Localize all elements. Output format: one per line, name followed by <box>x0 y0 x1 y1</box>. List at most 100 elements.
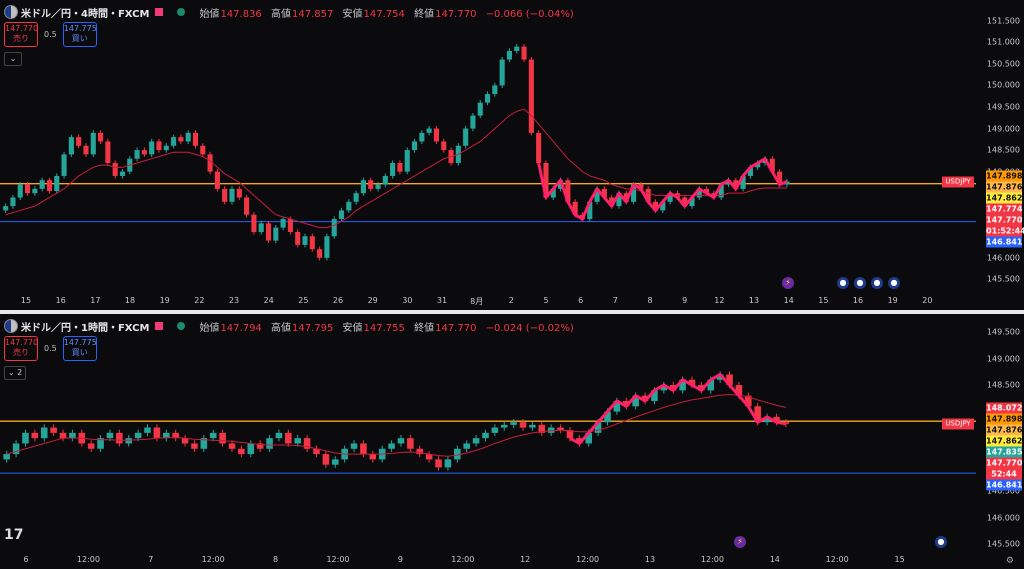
candle[interactable] <box>609 197 615 207</box>
news-event-icon[interactable]: ● <box>935 536 947 548</box>
buy-button[interactable]: 147.775 買い <box>62 336 97 361</box>
candle[interactable] <box>696 188 702 198</box>
candle[interactable] <box>547 427 555 433</box>
candle[interactable] <box>273 227 279 241</box>
candle[interactable] <box>209 432 217 439</box>
candle[interactable] <box>622 400 630 407</box>
candle[interactable] <box>360 443 367 455</box>
candle[interactable] <box>506 50 513 60</box>
candle[interactable] <box>698 385 705 391</box>
candle[interactable] <box>688 379 696 386</box>
candle[interactable] <box>411 141 418 151</box>
candle[interactable] <box>303 438 311 449</box>
candle[interactable] <box>613 400 621 412</box>
candle[interactable] <box>404 150 410 172</box>
candle[interactable] <box>285 432 292 444</box>
candle[interactable] <box>236 188 242 198</box>
candle[interactable] <box>651 390 658 401</box>
candle[interactable] <box>295 231 301 245</box>
candle[interactable] <box>660 385 668 391</box>
candle[interactable] <box>707 379 715 391</box>
candle[interactable] <box>324 236 330 258</box>
candle[interactable] <box>331 459 339 465</box>
candle[interactable] <box>46 180 53 192</box>
candle[interactable] <box>368 180 374 189</box>
candle[interactable] <box>258 223 264 232</box>
candle[interactable] <box>3 454 10 460</box>
candle[interactable] <box>256 443 264 449</box>
candle[interactable] <box>280 219 286 228</box>
candle[interactable] <box>660 201 666 211</box>
candle[interactable] <box>382 175 388 185</box>
candle[interactable] <box>10 197 16 207</box>
candle[interactable] <box>265 223 272 241</box>
news-event-icon[interactable]: ● <box>854 277 866 289</box>
candle[interactable] <box>536 132 542 164</box>
candle[interactable] <box>185 132 191 142</box>
candle[interactable] <box>514 46 520 51</box>
candle[interactable] <box>482 432 489 439</box>
candle[interactable] <box>149 141 155 155</box>
chart-pane-4h[interactable]: 米ドル／円・4時間・FXCM 始値147.836 高値147.857 安値147… <box>0 0 1024 310</box>
candle[interactable] <box>116 432 123 444</box>
candle[interactable] <box>444 459 452 468</box>
collapse-indicators-button[interactable]: ⌄ 2 <box>4 366 26 380</box>
candle[interactable] <box>331 219 337 237</box>
candle[interactable] <box>171 137 177 146</box>
candle[interactable] <box>302 236 308 245</box>
candle[interactable] <box>565 180 571 202</box>
candle[interactable] <box>689 197 695 207</box>
candle[interactable] <box>360 180 366 194</box>
candle[interactable] <box>587 201 593 220</box>
candle[interactable] <box>191 443 198 449</box>
candle[interactable] <box>266 438 273 449</box>
news-event-icon[interactable]: ● <box>837 277 849 289</box>
economic-event-icon[interactable]: ⚡ <box>734 536 746 548</box>
candle[interactable] <box>740 175 746 189</box>
zigzag-drawing[interactable] <box>537 157 788 221</box>
alert-icon[interactable] <box>155 322 164 330</box>
candle[interactable] <box>247 443 255 455</box>
price-axis-1h[interactable]: 149.500149.000148.500148.000147.500147.0… <box>976 314 1024 569</box>
candle[interactable] <box>632 395 639 407</box>
alert-icon[interactable] <box>155 8 164 16</box>
candle[interactable] <box>510 422 517 425</box>
candle[interactable] <box>550 188 556 198</box>
candle[interactable] <box>616 193 622 207</box>
candle[interactable] <box>90 132 96 155</box>
candle[interactable] <box>178 137 184 142</box>
candle[interactable] <box>538 424 546 433</box>
candle[interactable] <box>407 438 414 449</box>
candle[interactable] <box>726 374 733 386</box>
candle[interactable] <box>172 432 179 439</box>
candle[interactable] <box>200 145 206 155</box>
candle[interactable] <box>219 432 226 444</box>
candle[interactable] <box>773 416 780 423</box>
chart-pane-1h[interactable]: 米ドル／円・1時間・FXCM 始値147.794 高値147.795 安値147… <box>0 314 1024 569</box>
candle[interactable] <box>576 438 583 444</box>
candle[interactable] <box>83 145 89 155</box>
candle[interactable] <box>735 385 743 396</box>
symbol-title[interactable]: 米ドル／円・1時間・FXCM <box>21 322 150 334</box>
candle[interactable] <box>97 438 104 449</box>
candle[interactable] <box>641 395 649 401</box>
sell-button[interactable]: 147.770 売り <box>4 336 38 361</box>
candle[interactable] <box>275 432 283 439</box>
candle[interactable] <box>229 188 235 202</box>
candle[interactable] <box>472 438 480 444</box>
candle[interactable] <box>76 137 82 146</box>
price-plot-4h[interactable] <box>0 0 976 310</box>
candle[interactable] <box>105 141 111 164</box>
candle[interactable] <box>31 432 39 439</box>
candle[interactable] <box>528 59 534 133</box>
candle[interactable] <box>125 438 133 444</box>
candle[interactable] <box>638 184 644 189</box>
candle[interactable] <box>769 158 775 172</box>
candle[interactable] <box>645 188 651 202</box>
candle[interactable] <box>59 432 67 439</box>
candle[interactable] <box>594 422 602 433</box>
news-event-icon[interactable]: ● <box>888 277 900 289</box>
candle[interactable] <box>491 427 499 433</box>
sell-button[interactable]: 147.770 売り <box>4 22 38 47</box>
candle[interactable] <box>543 163 549 198</box>
